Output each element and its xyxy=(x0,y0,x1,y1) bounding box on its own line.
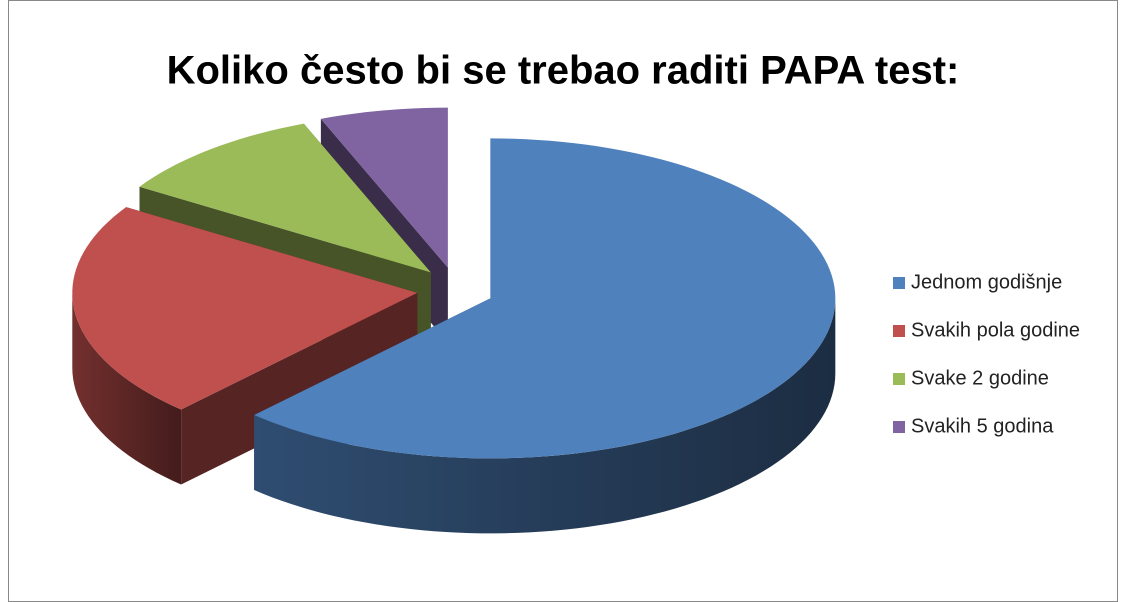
chart-title: Koliko često bi se trebao raditi PAPA te… xyxy=(167,49,960,93)
slice-top xyxy=(320,107,448,268)
slice-top xyxy=(139,123,431,273)
pie xyxy=(72,107,836,534)
legend-label: Svake 2 godine xyxy=(911,367,1049,389)
slice-top xyxy=(72,207,418,410)
legend-label: Svakih pola godine xyxy=(911,319,1080,341)
slice xyxy=(72,207,418,485)
slice xyxy=(254,138,836,534)
legend-swatch xyxy=(893,277,905,289)
legend: Jednom godišnje Svakih pola godine Svake 2… xyxy=(893,271,1080,437)
slice-top xyxy=(254,138,836,459)
legend-swatch xyxy=(893,421,905,433)
slice-side xyxy=(72,292,182,485)
slice-side xyxy=(254,298,836,534)
legend-swatch xyxy=(893,325,905,337)
legend-label: Svakih 5 godina xyxy=(911,415,1054,437)
legend-label: Jednom godišnje xyxy=(911,271,1062,293)
legend-swatch xyxy=(893,373,905,385)
